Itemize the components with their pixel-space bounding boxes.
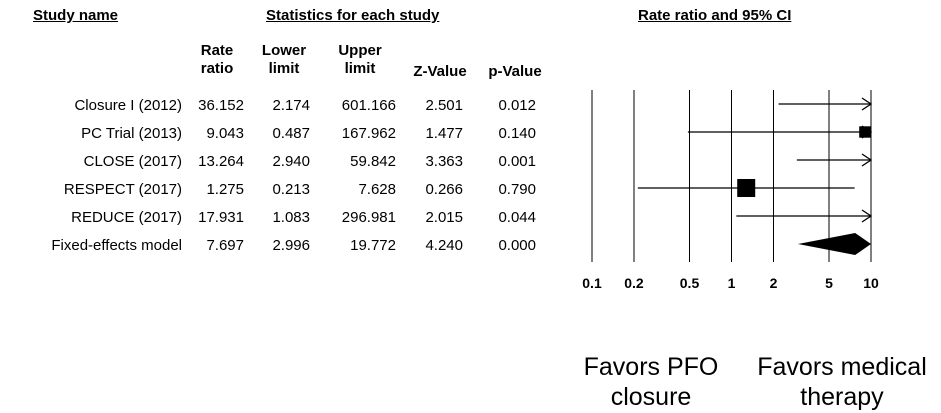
rate-ratio-cell: 17.931 [198, 209, 244, 226]
z-value-cell: 0.266 [425, 181, 463, 198]
rate-ratio-cell: 9.043 [206, 125, 244, 142]
rate-ratio-cell: 13.264 [198, 153, 244, 170]
lower-limit-cell: 0.487 [272, 125, 310, 142]
lower-limit-cell: 0.213 [272, 181, 310, 198]
rate-ratio-header: Rate ratio [200, 42, 234, 77]
ci-header: Rate ratio and 95% CI [638, 7, 792, 24]
lower-limit-cell: 1.083 [272, 209, 310, 226]
lower-limit-header: Lower limit [261, 42, 307, 77]
z-value-header: Z-Value [413, 63, 467, 80]
p-value-cell: 0.044 [498, 209, 536, 226]
upper-limit-header: Upper limit [338, 42, 382, 77]
lower-limit-cell: 2.940 [272, 153, 310, 170]
upper-limit-cell: 19.772 [350, 237, 396, 254]
upper-limit-cell: 167.962 [341, 125, 396, 142]
summary-diamond [797, 233, 871, 255]
x-tick-label: 0.1 [582, 275, 602, 291]
rate-ratio-cell: 1.275 [206, 181, 244, 198]
p-value-cell: 0.140 [498, 125, 536, 142]
ci-arrow [861, 153, 873, 167]
point-estimate [737, 179, 756, 197]
p-value-cell: 0.790 [498, 181, 536, 198]
rate-ratio-cell: 7.697 [206, 237, 244, 254]
x-tick-label: 2 [769, 275, 778, 291]
p-value-cell: 0.000 [498, 237, 536, 254]
x-tick-label: 10 [863, 275, 879, 291]
x-tick-label: 0.2 [624, 275, 644, 291]
ci-arrow [861, 209, 873, 223]
p-value-cell: 0.001 [498, 153, 536, 170]
study-name-cell: CLOSE (2017) [83, 153, 182, 170]
study-name-cell: Closure I (2012) [74, 97, 182, 114]
lower-limit-cell: 2.174 [272, 97, 310, 114]
z-value-cell: 2.501 [425, 97, 463, 114]
x-tick-label: 0.5 [679, 275, 700, 291]
study-name-cell: PC Trial (2013) [81, 125, 182, 142]
z-value-cell: 2.015 [425, 209, 463, 226]
lower-limit-cell: 2.996 [272, 237, 310, 254]
p-value-header: p-Value [488, 63, 542, 80]
upper-limit-cell: 601.166 [341, 97, 396, 114]
study-name-cell: REDUCE (2017) [71, 209, 182, 226]
upper-limit-cell: 59.842 [350, 153, 396, 170]
p-value-cell: 0.012 [498, 97, 536, 114]
z-value-cell: 4.240 [425, 237, 463, 254]
ci-arrow [861, 97, 873, 111]
upper-limit-cell: 7.628 [358, 181, 396, 198]
study-name-cell: Fixed-effects model [51, 237, 182, 254]
upper-limit-cell: 296.981 [341, 209, 396, 226]
rate-ratio-cell: 36.152 [198, 97, 244, 114]
z-value-cell: 3.363 [425, 153, 463, 170]
z-value-cell: 1.477 [425, 125, 463, 142]
study-name-cell: RESPECT (2017) [63, 181, 182, 198]
point-estimate [859, 126, 871, 138]
statistics-header: Statistics for each study [266, 7, 440, 24]
study-name-header: Study name [33, 7, 119, 24]
favors-right-label: Favors medical therapy [757, 353, 927, 411]
favors-left-label: Favors PFO closure [583, 353, 719, 411]
x-tick-label: 5 [825, 275, 833, 291]
x-tick-label: 1 [727, 275, 736, 291]
